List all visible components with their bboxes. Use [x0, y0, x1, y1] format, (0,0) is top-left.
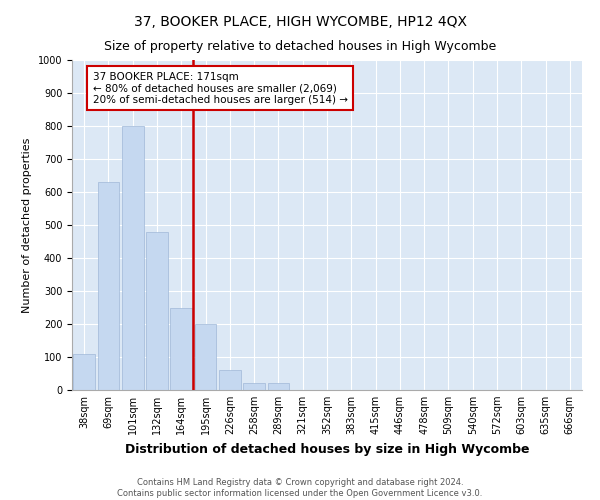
Bar [243, 384, 265, 390]
Text: 37, BOOKER PLACE, HIGH WYCOMBE, HP12 4QX: 37, BOOKER PLACE, HIGH WYCOMBE, HP12 4QX [133, 15, 467, 29]
Text: Contains HM Land Registry data © Crown copyright and database right 2024.
Contai: Contains HM Land Registry data © Crown c… [118, 478, 482, 498]
Bar [194, 324, 217, 390]
Bar [97, 182, 119, 390]
Bar [219, 370, 241, 390]
Bar [73, 354, 95, 390]
Bar [268, 384, 289, 390]
Text: 37 BOOKER PLACE: 171sqm
← 80% of detached houses are smaller (2,069)
20% of semi: 37 BOOKER PLACE: 171sqm ← 80% of detache… [92, 72, 347, 105]
Bar [146, 232, 168, 390]
Y-axis label: Number of detached properties: Number of detached properties [22, 138, 32, 312]
Bar [122, 126, 143, 390]
Bar [170, 308, 192, 390]
X-axis label: Distribution of detached houses by size in High Wycombe: Distribution of detached houses by size … [125, 442, 529, 456]
Text: Size of property relative to detached houses in High Wycombe: Size of property relative to detached ho… [104, 40, 496, 53]
